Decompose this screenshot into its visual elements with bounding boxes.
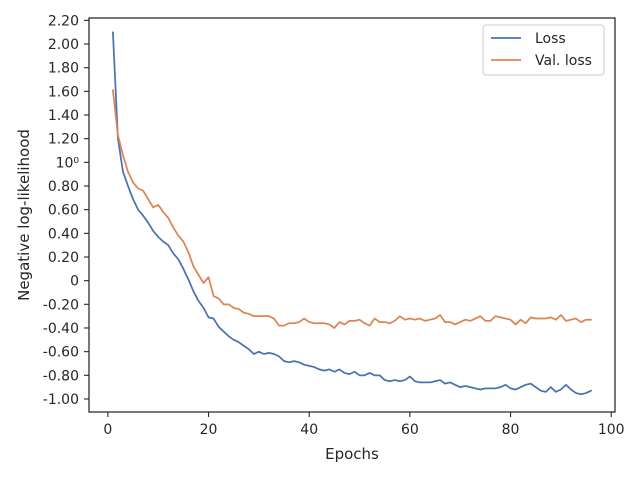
y-tick-label: 2.00: [48, 37, 79, 53]
y-tick-label: 0: [70, 274, 79, 290]
series-line-val-loss: [112, 89, 592, 329]
x-tick-label: 0: [103, 422, 112, 438]
x-tick-label: 20: [200, 422, 218, 438]
y-tick-label: 0.40: [48, 226, 79, 242]
x-axis-label: Epochs: [325, 445, 379, 463]
y-tick-label: 1.60: [48, 84, 79, 100]
x-tick-label: 40: [300, 422, 318, 438]
y-tick-label: -0.20: [43, 297, 79, 313]
y-tick-label: 1.80: [48, 61, 79, 77]
plot-frame: [88, 17, 616, 413]
legend-label-loss: Loss: [535, 31, 566, 47]
y-axis-label: Negative log-likelihood: [15, 129, 33, 301]
lines-layer: [112, 31, 592, 396]
y-tick-label: -0.60: [43, 345, 79, 361]
ticks-layer: 0 20 40 60 80 100 -1.00 -0.80 -0.60 -0.40 -0.20 0 0.…: [43, 13, 625, 438]
x-tick-label: 80: [502, 422, 520, 438]
y-tick-label: -0.40: [43, 321, 79, 337]
legend: Loss Val. loss: [482, 24, 605, 76]
y-tick-label: 0.80: [48, 179, 79, 195]
y-tick-label: -0.80: [43, 368, 79, 384]
y-tick-label: -1.00: [43, 392, 79, 408]
y-tick-label: 10⁰: [56, 155, 80, 171]
y-tick-label: 1.20: [48, 132, 79, 148]
y-tick-label: 0.60: [48, 203, 79, 219]
y-tick-label: 1.40: [48, 108, 79, 124]
series-line-loss: [112, 31, 592, 396]
legend-label-val-loss: Val. loss: [535, 53, 592, 69]
x-tick-label: 60: [401, 422, 419, 438]
y-tick-label: 2.20: [48, 13, 79, 29]
y-tick-label: 0.20: [48, 250, 79, 266]
x-tick-label: 100: [598, 422, 625, 438]
